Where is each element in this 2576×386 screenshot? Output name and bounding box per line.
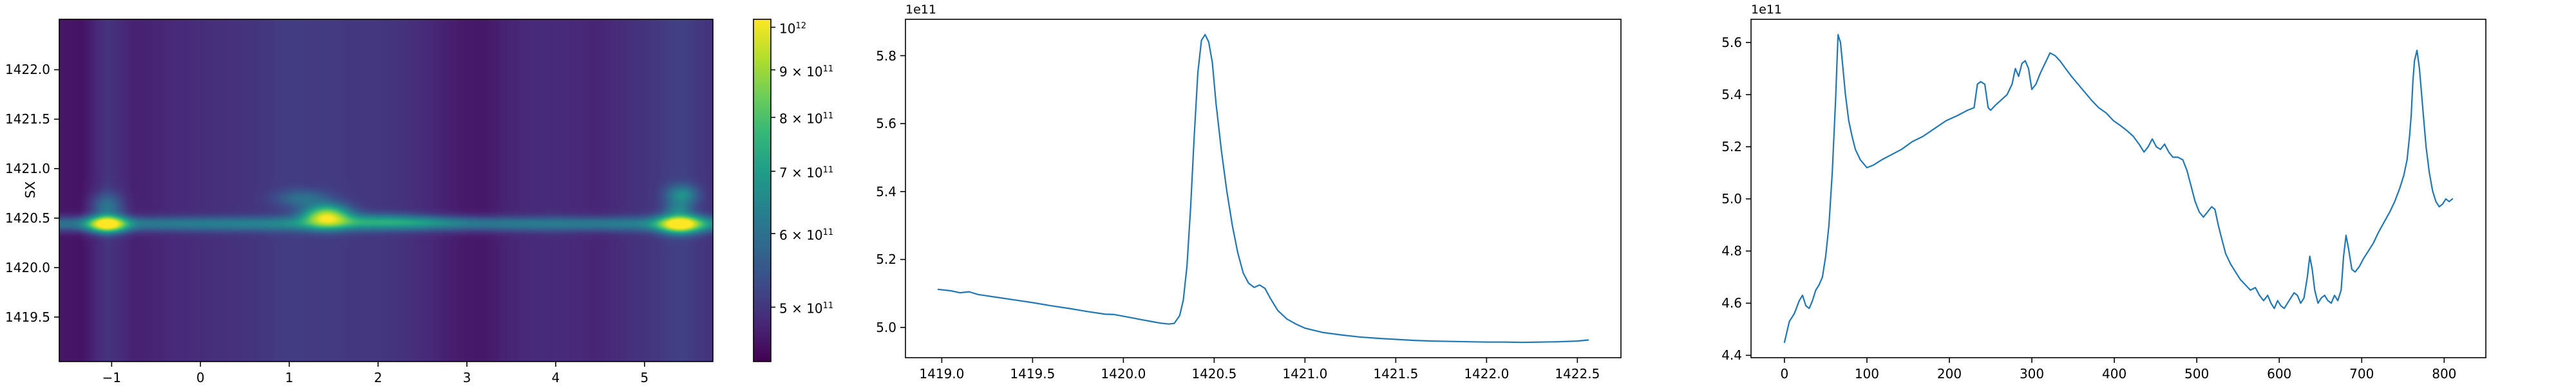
colorbar-tick-label: 8 × 1011	[779, 111, 834, 127]
heatmap-x-tick-label: −1	[102, 370, 122, 385]
spectrum-x-tick-label: 1419.5	[1010, 366, 1056, 381]
profile-x-tick-label: 500	[2184, 366, 2210, 381]
colorbar-tick-label: 6 × 1011	[779, 227, 834, 243]
profile-x-tick-label: 400	[2102, 366, 2127, 381]
spectrum-x-tick-label: 1419.0	[919, 366, 965, 381]
profile-y-tick-label: 5.0	[1721, 191, 1742, 207]
profile-y-tick-label: 4.4	[1721, 347, 1742, 363]
heatmap-y-tick-label: 1420.5	[5, 210, 50, 226]
spectrum-x-tick-label: 1420.0	[1101, 366, 1146, 381]
spectrum-x-tick-label: 1422.5	[1555, 366, 1600, 381]
spectrum-x-tick-label: 1422.0	[1464, 366, 1510, 381]
colorbar-tick-label: 5 × 1011	[779, 301, 834, 317]
profile-y-tick-label: 4.8	[1721, 243, 1742, 259]
profile-y-tick-label: 5.2	[1721, 139, 1742, 155]
heatmap-ylabel: SX	[23, 181, 39, 199]
profile-y-tick-label: 5.6	[1721, 35, 1742, 51]
profile-x-tick-label: 0	[1780, 366, 1789, 381]
heatmap-y-tick-label: 1421.0	[5, 161, 50, 177]
heatmap-x-tick-label: 0	[196, 370, 205, 385]
heatmap-y-tick-label: 1419.5	[5, 309, 50, 325]
spectrum-x-tick-label: 1421.0	[1282, 366, 1328, 381]
colorbar-gradient	[753, 19, 771, 362]
profile-curve	[1783, 33, 2454, 344]
spectrum-curve	[937, 33, 1589, 344]
heatmap-x-tick-label: 2	[374, 370, 383, 385]
spectrum-y-tick-label: 5.0	[876, 319, 896, 335]
profile-x-tick-label: 600	[2267, 366, 2292, 381]
profile-x-tick-label: 800	[2432, 366, 2457, 381]
profile-y-tick-label: 5.4	[1721, 87, 1742, 103]
heatmap-image	[59, 19, 713, 362]
spectrum-offset-label: 1e11	[905, 3, 936, 17]
spectrum-y-tick-label: 5.6	[876, 116, 896, 132]
profile-x-tick-label: 300	[2019, 366, 2045, 381]
spectrum-y-tick-label: 5.8	[876, 48, 896, 64]
heatmap-y-tick-label: 1422.0	[5, 62, 50, 78]
heatmap-y-tick-label: 1420.0	[5, 259, 50, 275]
heatmap-x-tick-label: 1	[285, 370, 294, 385]
colorbar-tick-label: 9 × 1011	[779, 64, 834, 80]
profile-x-tick-label: 700	[2349, 366, 2374, 381]
colorbar-tick-label: 1012	[779, 21, 806, 37]
profile-x-tick-label: 100	[1854, 366, 1880, 381]
colorbar-tick-label: 7 × 1011	[779, 165, 834, 181]
spectrum-y-tick-label: 5.2	[876, 252, 896, 268]
spectrum-x-tick-label: 1421.5	[1373, 366, 1419, 381]
heatmap-x-tick-label: 3	[462, 370, 471, 385]
profile-x-tick-label: 200	[1937, 366, 1962, 381]
heatmap-y-tick-label: 1421.5	[5, 111, 50, 127]
profile-offset-label: 1e11	[1751, 3, 1782, 17]
heatmap-x-tick-label: 5	[640, 370, 649, 385]
profile-y-tick-label: 4.6	[1721, 295, 1742, 311]
spectrum-y-tick-label: 5.4	[876, 183, 896, 199]
spectrum-x-tick-label: 1420.5	[1191, 366, 1237, 381]
heatmap-x-tick-label: 4	[551, 370, 560, 385]
